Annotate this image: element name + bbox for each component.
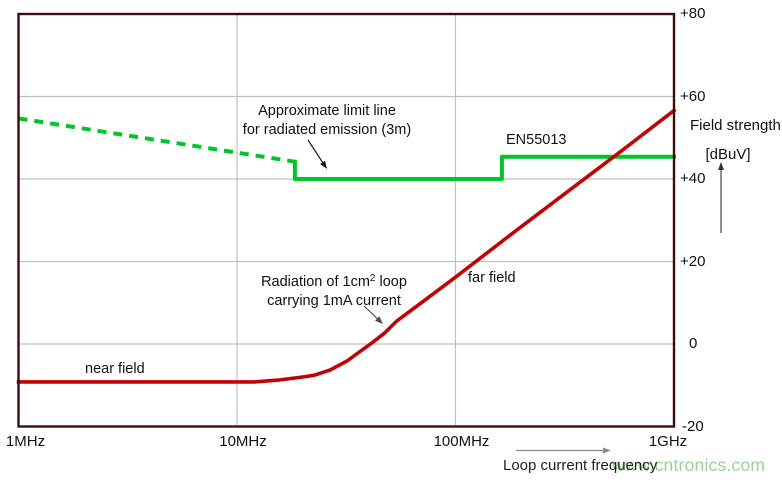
annotation-far-field: far field bbox=[468, 270, 516, 286]
radiation-arrow-head bbox=[375, 316, 383, 324]
annotation-en55013: EN55013 bbox=[506, 132, 567, 148]
series-loop-radiation-curve bbox=[16, 107, 677, 384]
y-tick-label-+20: +20 bbox=[680, 252, 706, 270]
x-axis-title: Loop current frequency bbox=[503, 457, 658, 474]
y-axis-unit-label: [dBuV] bbox=[705, 146, 751, 163]
annotation-radiation-text-2: carrying 1mA current bbox=[267, 293, 401, 309]
x-tick-label-10MHz: 10MHz bbox=[219, 433, 267, 450]
y-tick-label-+60: +60 bbox=[680, 87, 706, 105]
annotation-near-field: near field bbox=[85, 361, 145, 377]
annotation-radiation-suffix: loop bbox=[375, 274, 407, 290]
watermark: www.cntronics.com bbox=[612, 455, 766, 475]
annotation-radiation-superscript: 2 bbox=[369, 273, 376, 284]
annotation-limit-line-text-1: Approximate limit line bbox=[258, 103, 396, 119]
y-axis-direction-arrow-head bbox=[718, 162, 724, 170]
annotation-radiation-text-1: Radiation of 1cm2 loop bbox=[261, 269, 407, 292]
annotation-limit-line-text-2: for radiated emission (3m) bbox=[242, 122, 412, 138]
limit-line-arrow-head bbox=[320, 160, 327, 169]
x-tick-label-1GHz: 1GHz bbox=[648, 433, 688, 450]
y-axis-title: Field strength bbox=[690, 117, 781, 134]
x-axis-direction-arrow-head bbox=[603, 447, 611, 454]
y-tick-label--20: -20 bbox=[682, 417, 704, 435]
plot-border bbox=[17, 12, 676, 428]
annotation-radiation-prefix: Radiation of 1cm bbox=[261, 274, 370, 290]
x-tick-label-100MHz: 100MHz bbox=[433, 433, 490, 450]
series-en55013-limit-solid bbox=[292, 154, 676, 181]
y-tick-label-+40: +40 bbox=[680, 170, 706, 187]
y-tick-label-0: 0 bbox=[689, 335, 698, 352]
x-tick-label-1MHz: 1MHz bbox=[5, 433, 46, 450]
annotation-limit-line: Approximate limit line for radiated emis… bbox=[243, 102, 411, 140]
limit-line-arrow bbox=[307, 139, 326, 166]
annotation-radiation: Radiation of 1cm2 loop carrying 1mA curr… bbox=[261, 269, 407, 311]
y-tick-label-+80: +80 bbox=[680, 5, 706, 22]
